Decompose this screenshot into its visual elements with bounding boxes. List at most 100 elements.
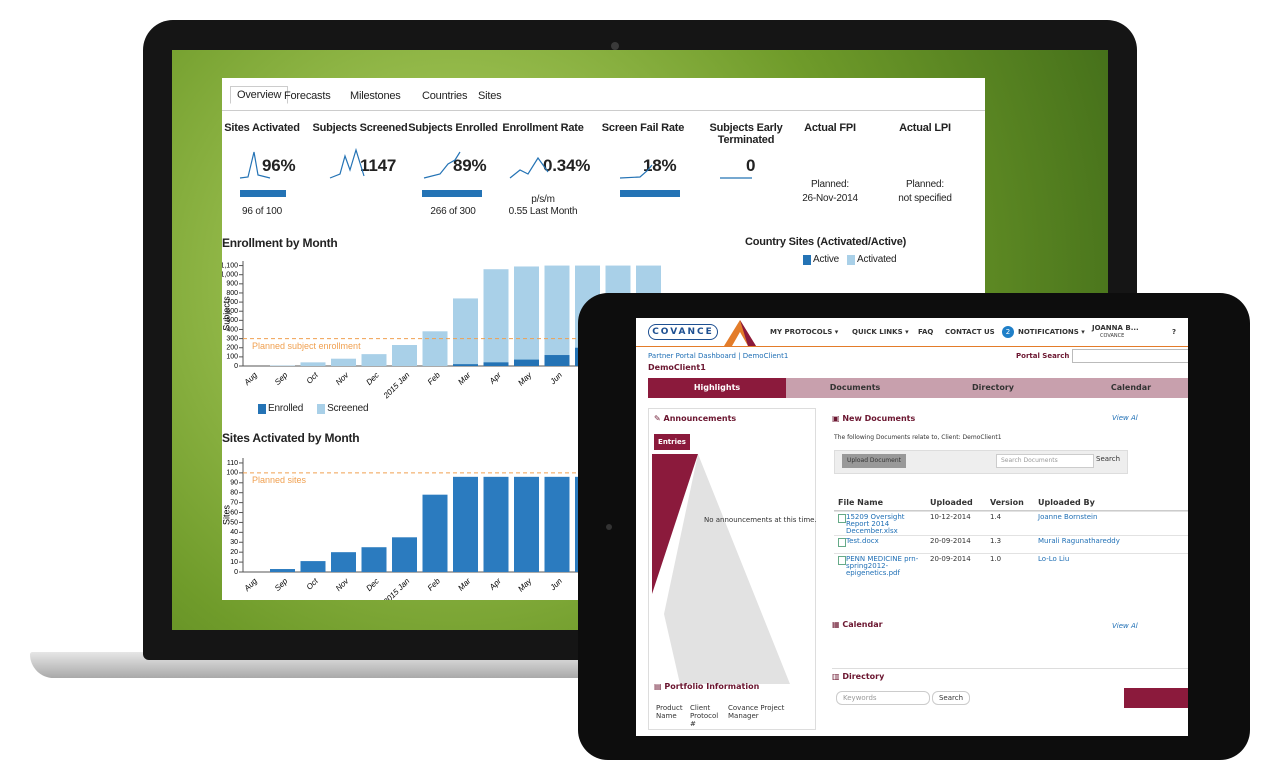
nav-item[interactable]: CONTACT US <box>945 328 995 336</box>
bar <box>514 476 539 572</box>
y-tick-label: 400 <box>226 326 238 333</box>
nav-item[interactable]: QUICK LINKS ▾ <box>852 328 909 336</box>
view-all-link[interactable]: View Al <box>1112 414 1138 422</box>
x-tick-label: Nov <box>334 370 351 387</box>
kpi-value: 96% <box>262 156 296 175</box>
bar <box>361 547 387 572</box>
x-tick-label: Aug <box>242 576 260 594</box>
tab[interactable]: Calendar <box>1062 378 1188 398</box>
kpi-detail: Planned: <box>811 179 849 190</box>
table-header[interactable]: Uploaded <box>930 498 973 507</box>
legend-label: Enrolled <box>268 403 304 414</box>
table-header[interactable]: Uploaded By <box>1038 498 1095 507</box>
legend-swatch <box>847 254 856 265</box>
y-tick-label: 40 <box>230 529 238 536</box>
portal-search-input[interactable] <box>1072 349 1188 363</box>
panel-title: ✎ Announcements <box>654 414 737 423</box>
y-tick-label: 110 <box>227 460 238 467</box>
x-tick-label: 2015 Jan <box>381 576 412 600</box>
kpi-title: Actual FPI <box>804 122 856 134</box>
kpi-value: 0.34% <box>543 156 591 175</box>
table-cell: 1.0 <box>990 555 1002 563</box>
bar <box>453 364 478 366</box>
table-link[interactable]: 15209 Oversight Report 2014 December.xls… <box>846 513 905 535</box>
bar <box>331 358 356 366</box>
table-link[interactable]: PENN MEDICINE prn-spring2012-epigenetics… <box>846 555 919 577</box>
table-header[interactable]: Version <box>990 498 1024 507</box>
table-cell: 20-09-2014 <box>930 537 971 545</box>
nav-text: NOTIFICATIONS <box>1018 328 1079 336</box>
x-tick-label: Feb <box>426 370 443 387</box>
y-tick-label: 300 <box>226 335 238 342</box>
tab[interactable]: Documents <box>786 378 924 398</box>
table-link[interactable]: Lo-Lo Liu <box>1038 555 1070 563</box>
row-divider <box>834 511 1188 512</box>
nav-item[interactable]: NOTIFICATIONS ▾ <box>1018 328 1085 336</box>
table-link[interactable]: Murali Ragunathareddy <box>1038 537 1120 545</box>
progress-bar <box>422 190 482 197</box>
bar <box>544 476 570 572</box>
tab[interactable]: Overview <box>230 86 289 104</box>
tab[interactable]: Milestones <box>350 90 401 102</box>
kpi-value: 1147 <box>360 156 397 175</box>
kpi-detail: 0.55 Last Month <box>508 206 578 217</box>
tab[interactable]: Forecasts <box>284 90 331 102</box>
panel-title-text: Announcements <box>663 414 737 423</box>
logo[interactable]: COVANCE <box>648 324 718 340</box>
help[interactable]: ? <box>1172 328 1177 336</box>
x-tick-label: Sep <box>273 370 290 387</box>
nav-text: QUICK LINKS <box>852 328 903 336</box>
kpi-detail: 96 of 100 <box>242 206 282 217</box>
x-tick-label: 2015 Jan <box>381 370 412 401</box>
nav-item[interactable]: MY PROTOCOLS ▾ <box>770 328 839 336</box>
tab[interactable]: Directory <box>924 378 1062 398</box>
nav-item[interactable]: FAQ <box>918 328 934 336</box>
left-panel <box>648 408 816 730</box>
row-divider <box>834 535 1188 536</box>
x-tick-label: Apr <box>487 370 503 386</box>
table-header[interactable]: File Name <box>838 498 884 507</box>
sparkline <box>423 151 461 179</box>
bar <box>361 354 387 366</box>
bar <box>483 269 509 366</box>
sparkline <box>509 156 549 179</box>
bar <box>544 265 570 366</box>
kpi-detail: not specified <box>898 193 952 204</box>
kpi-title: Subjects Screened <box>312 122 408 134</box>
table-link[interactable]: Test.docx <box>846 537 879 545</box>
tab-bar: Overview Forecasts Milestones Countries Site… <box>222 86 985 111</box>
table-cell: 20-09-2014 <box>930 555 971 563</box>
search-input[interactable]: Search Documents <box>996 454 1094 468</box>
notification-badge: 2 <box>1002 326 1014 338</box>
tab[interactable]: Countries <box>422 90 468 102</box>
row-divider <box>834 553 1188 554</box>
entries-button[interactable]: Entries <box>654 434 690 450</box>
kpi-title: Enrollment Rate <box>502 122 584 134</box>
search-button[interactable]: Search <box>1096 455 1121 463</box>
kpi-detail: Planned: <box>906 179 944 190</box>
bar <box>514 266 539 366</box>
panel-title-text: Calendar <box>842 620 883 629</box>
tab[interactable]: Highlights <box>648 378 786 398</box>
table-header-row <box>834 496 1188 511</box>
user-menu[interactable]: JOANNA B... <box>1092 324 1139 332</box>
search-button[interactable]: Search <box>932 691 970 705</box>
table-link[interactable]: Joanne Bornstein <box>1038 513 1098 521</box>
y-tick-label: 50 <box>230 519 238 526</box>
portal-search-label: Portal Search <box>1016 352 1070 360</box>
tab[interactable]: Sites <box>478 90 502 102</box>
y-tick-label: 800 <box>226 290 238 297</box>
description: The following Documents relate to, Clien… <box>834 434 1002 441</box>
upload-button[interactable]: Upload Document <box>842 454 906 468</box>
keywords-input[interactable]: Keywords <box>836 691 930 705</box>
y-tick-label: 70 <box>230 499 238 506</box>
panel-title: ▤ Portfolio Information <box>654 682 760 691</box>
bar <box>453 476 478 572</box>
view-all-link[interactable]: View Al <box>1112 622 1138 630</box>
panel-title-text: Portfolio Information <box>664 682 760 691</box>
y-tick-label: 10 <box>230 559 238 566</box>
breadcrumb[interactable]: Partner Portal Dashboard | DemoClient1 <box>648 352 789 360</box>
kpi-title: Subjects Early Terminated <box>709 122 783 146</box>
bar <box>483 476 509 572</box>
